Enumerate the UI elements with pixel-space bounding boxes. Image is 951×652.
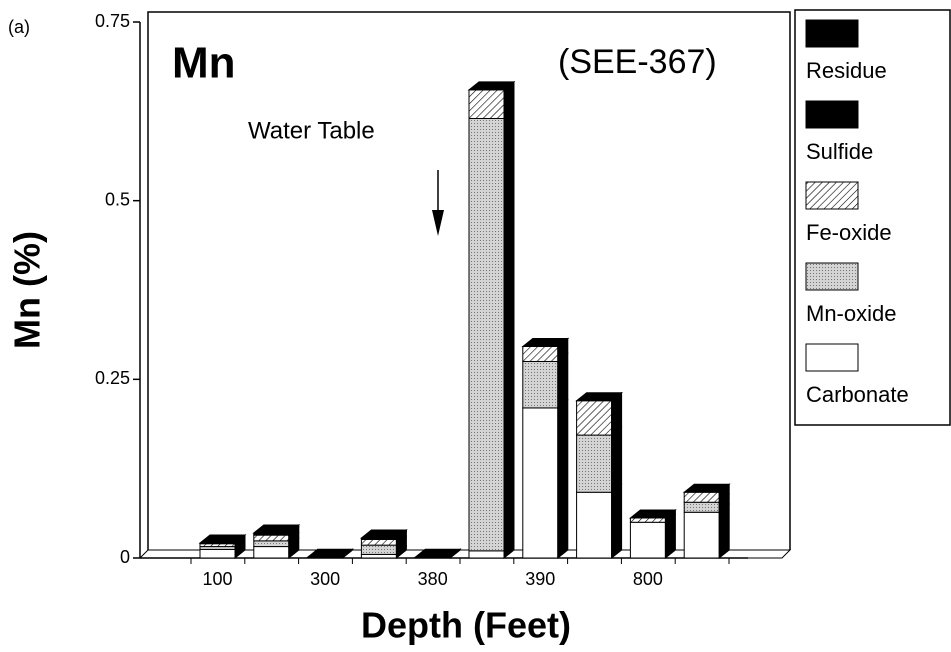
bar-segment [522, 407, 559, 559]
annotation-arrowhead [432, 210, 444, 236]
y-axis-label: Mn (%) [7, 231, 48, 349]
bar-side [503, 109, 515, 552]
legend-label: Mn-oxide [806, 301, 896, 326]
legend-swatch [805, 262, 859, 291]
legend-label: Residue [806, 58, 887, 83]
bar-top [252, 524, 301, 534]
bar-segment [576, 434, 613, 493]
bar-segment [253, 534, 290, 542]
chart-subtitle: (SEE-367) [558, 43, 717, 81]
bar-segment [199, 548, 236, 559]
bar-segment [629, 517, 666, 523]
bar-top [306, 548, 355, 558]
bar-segment [253, 540, 290, 548]
bar-segment [522, 360, 559, 409]
legend-label: Fe-oxide [806, 220, 892, 245]
bar-segment [576, 400, 613, 436]
bar-segment [522, 345, 559, 362]
panel-label: (a) [8, 17, 30, 37]
bar-side [718, 503, 730, 560]
bar-top [359, 529, 408, 539]
bar-segment [360, 553, 397, 559]
bar-segment [576, 491, 613, 559]
annotation: Water Table [248, 117, 375, 144]
bar-segment [253, 546, 290, 559]
bar-segment [683, 491, 720, 503]
y-tick-label: 0.75 [95, 11, 130, 31]
bar-segment [360, 538, 397, 546]
bar-segment [360, 544, 397, 555]
legend-swatch [805, 100, 859, 129]
bar-side [611, 483, 623, 560]
bar-side [611, 426, 623, 494]
bar-top [198, 534, 247, 544]
bar-top [521, 337, 570, 347]
x-tick-label: 390 [525, 569, 555, 589]
bar-top [575, 392, 624, 402]
plot-frame [147, 11, 791, 550]
bar-top [628, 509, 677, 519]
x-tick-label: 380 [418, 569, 448, 589]
y-tick-label: 0 [120, 547, 130, 567]
bar-segment [468, 550, 505, 559]
legend-label: Carbonate [806, 382, 909, 407]
legend-swatch [805, 181, 859, 210]
x-tick-label: 800 [633, 569, 663, 589]
bar-side [557, 352, 569, 409]
bar-top [682, 483, 731, 493]
x-tick-label: 100 [202, 569, 232, 589]
chart-title: Mn [172, 39, 236, 88]
y-tick-label: 0.5 [105, 189, 130, 209]
bar-top [413, 548, 462, 558]
legend-swatch [805, 343, 859, 372]
bar-segment [629, 521, 666, 559]
bar-segment [468, 89, 505, 119]
x-axis-label: Depth (Feet) [361, 605, 571, 646]
bar-side [557, 398, 569, 560]
legend-label: Sulfide [806, 139, 873, 164]
legend-swatch [805, 19, 859, 48]
bar-segment [683, 511, 720, 559]
bar-top [467, 81, 516, 91]
y-tick-label: 0.25 [95, 368, 130, 388]
bar-segment [683, 501, 720, 513]
x-tick-label: 300 [310, 569, 340, 589]
bar-segment [468, 117, 505, 552]
